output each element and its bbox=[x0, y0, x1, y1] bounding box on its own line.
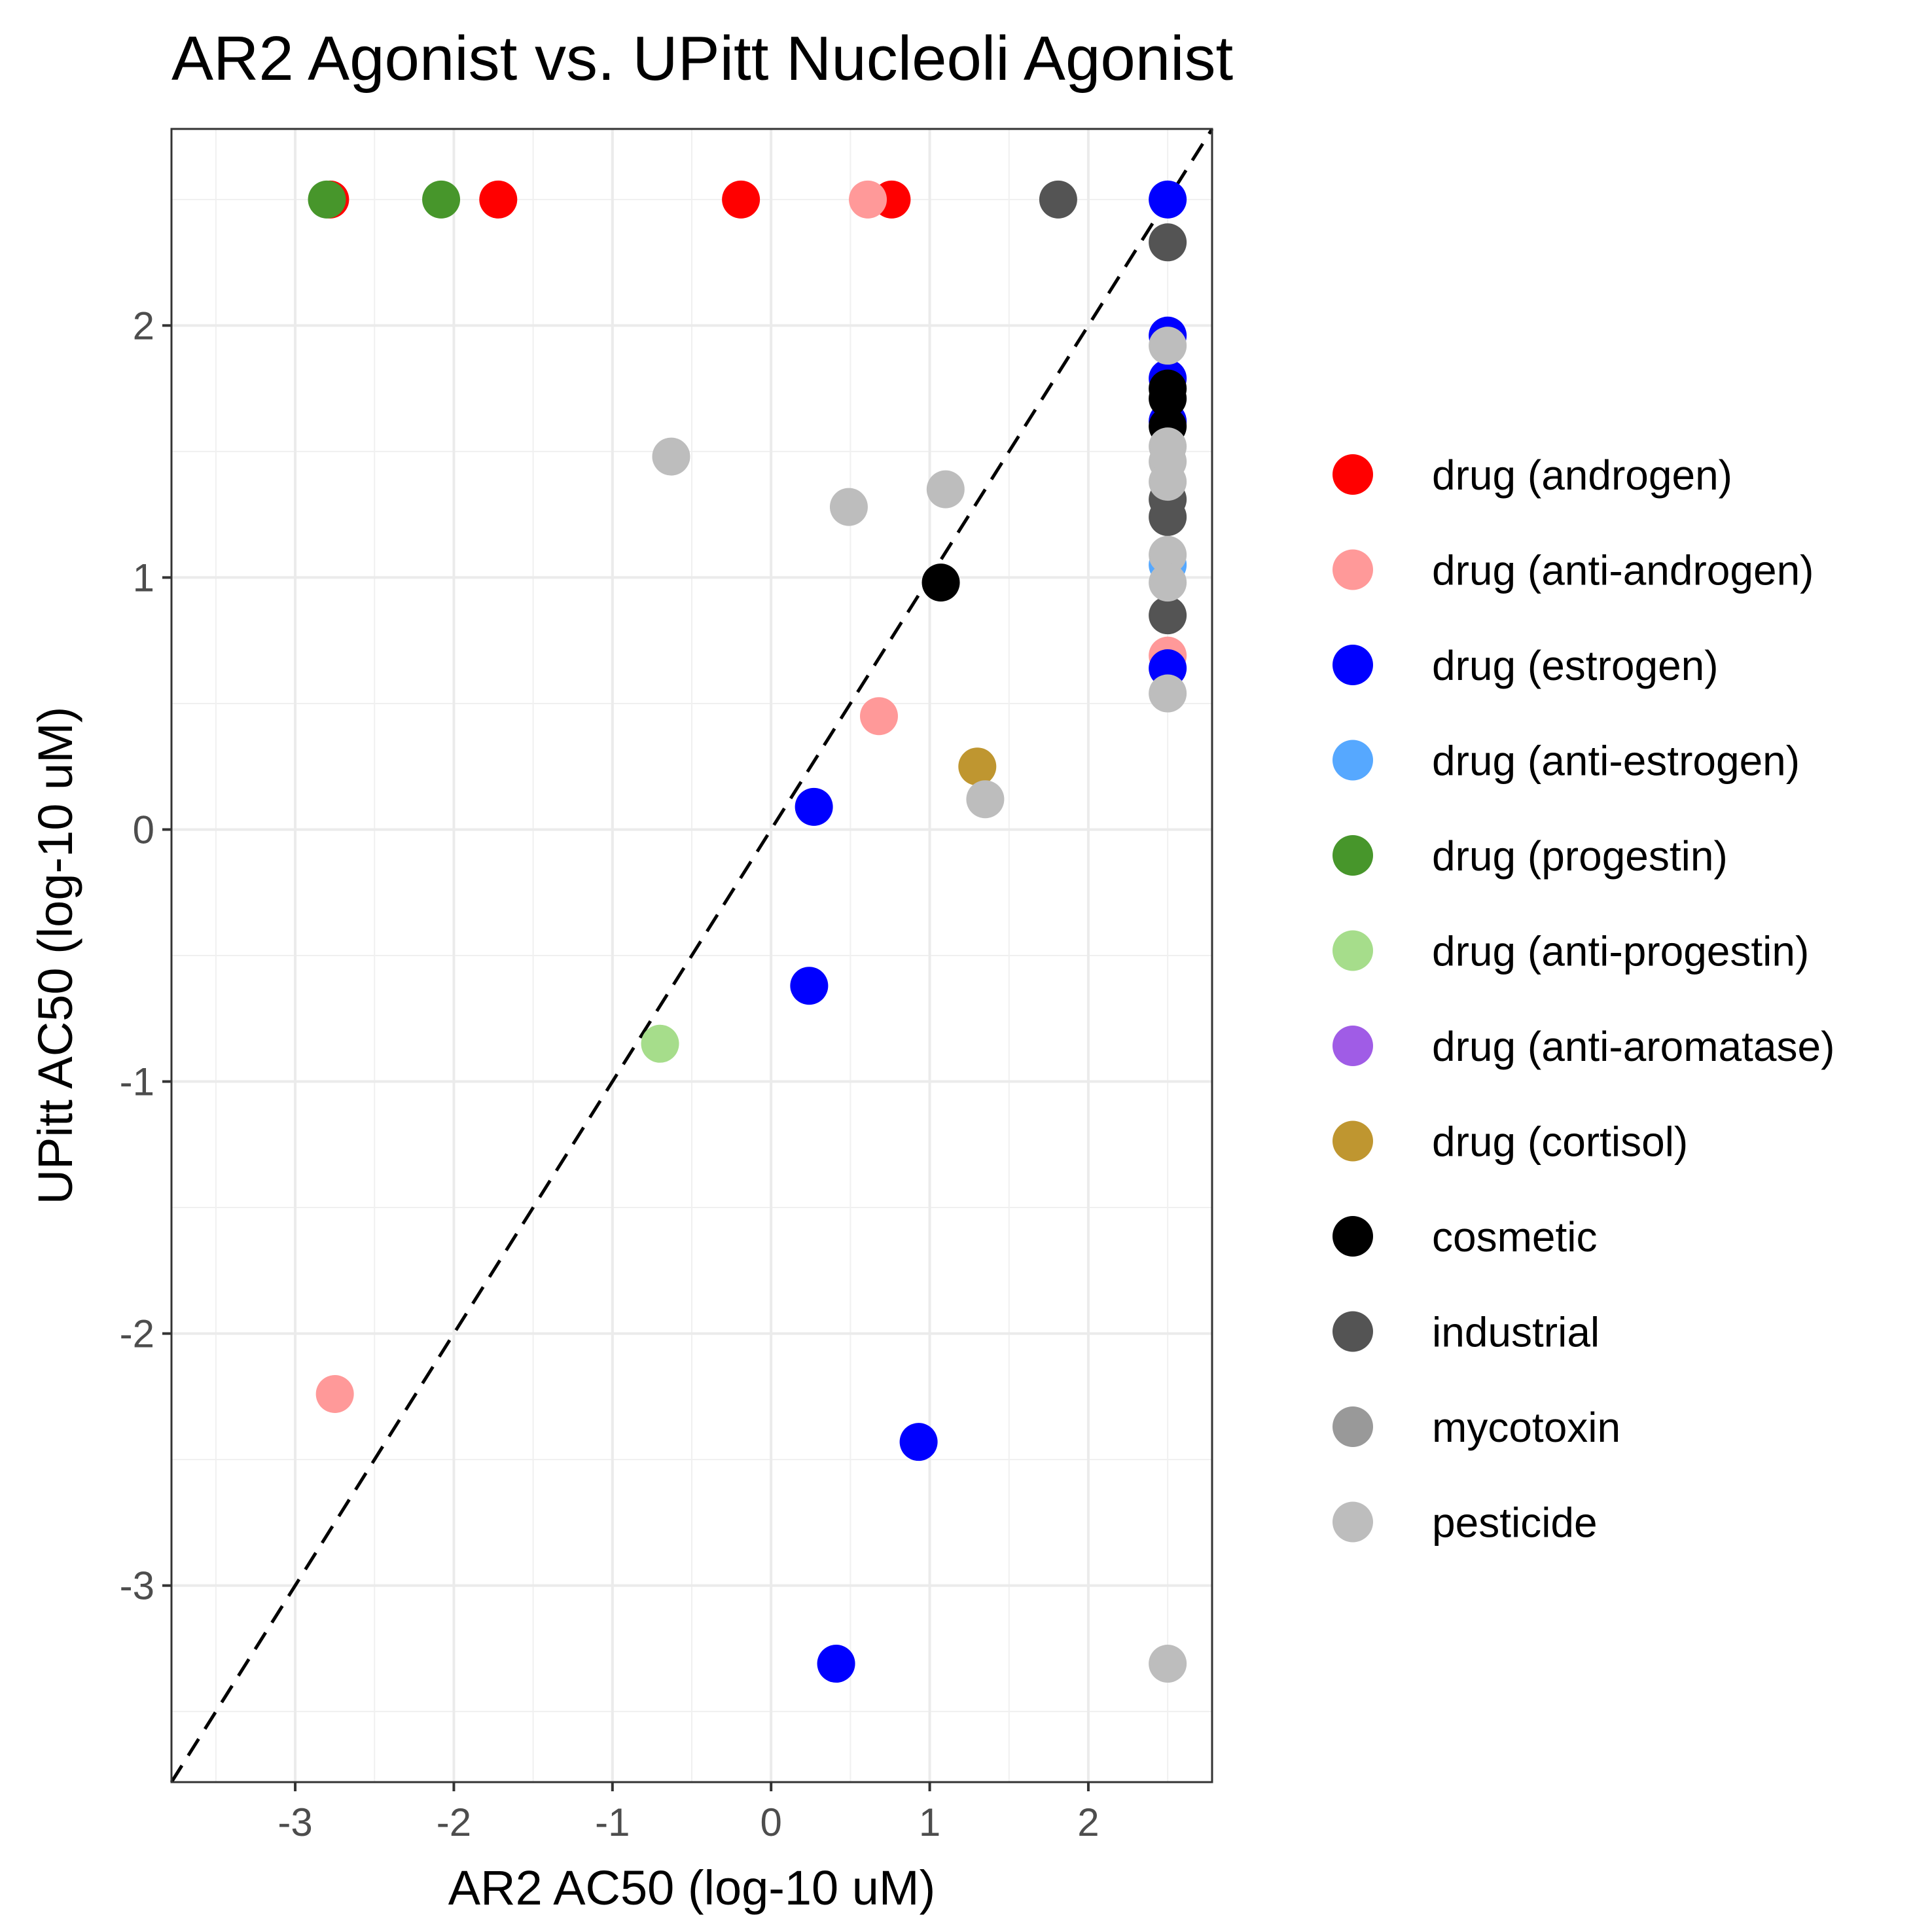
plot-panel-border bbox=[170, 128, 1213, 1783]
legend: drug (androgen) drug (anti-androgen) drug … bbox=[1333, 452, 1834, 1547]
legend-label-drug-anti-estrogen: drug (anti-estrogen) bbox=[1432, 738, 1800, 785]
identity-line-layer bbox=[170, 128, 1214, 1783]
data-point-drug-anti-androgen bbox=[860, 697, 899, 736]
x-tick-label: 2 bbox=[1077, 1800, 1099, 1844]
legend-key-drug-anti-androgen bbox=[1333, 549, 1373, 590]
data-point-drug-estrogen bbox=[790, 967, 829, 1005]
legend-label-cosmetic: cosmetic bbox=[1432, 1213, 1598, 1261]
legend-key-drug-anti-estrogen bbox=[1333, 740, 1373, 781]
data-point-drug-progestin bbox=[422, 180, 461, 219]
data-point-pesticide bbox=[829, 488, 868, 526]
data-point-industrial bbox=[1149, 596, 1187, 635]
data-point-industrial bbox=[1149, 497, 1187, 536]
legend-label-drug-cortisol: drug (cortisol) bbox=[1432, 1118, 1688, 1166]
y-tick-label: 0 bbox=[133, 808, 154, 851]
legend-key-mycotoxin bbox=[1333, 1406, 1373, 1447]
data-point-industrial bbox=[1149, 223, 1187, 262]
legend-label-pesticide: pesticide bbox=[1432, 1499, 1598, 1547]
data-point-industrial bbox=[1039, 180, 1077, 219]
data-point-pesticide bbox=[1149, 463, 1187, 501]
data-point-cosmetic bbox=[921, 564, 960, 602]
y-tick-label: -3 bbox=[120, 1564, 154, 1608]
data-point-cosmetic bbox=[1149, 380, 1187, 418]
data-point-pesticide bbox=[1149, 674, 1187, 713]
legend-key-pesticide bbox=[1333, 1501, 1373, 1543]
data-point-drug-anti-progestin bbox=[641, 1024, 679, 1063]
data-point-pesticide bbox=[1149, 535, 1187, 574]
legend-label-drug-anti-androgen: drug (anti-androgen) bbox=[1432, 547, 1814, 594]
x-tick-label: -3 bbox=[277, 1800, 312, 1844]
identity-reference-line bbox=[170, 128, 1214, 1783]
x-tick-label: -2 bbox=[437, 1800, 471, 1844]
x-tick-label: -1 bbox=[595, 1800, 630, 1844]
data-point-pesticide bbox=[1149, 1645, 1187, 1683]
y-axis-title: UPitt AC50 (log-10 uM) bbox=[28, 707, 82, 1205]
data-point-drug-estrogen bbox=[795, 787, 833, 826]
x-tick-label: 1 bbox=[919, 1800, 940, 1844]
legend-label-drug-anti-progestin: drug (anti-progestin) bbox=[1432, 928, 1809, 975]
legend-label-drug-androgen: drug (androgen) bbox=[1432, 452, 1732, 499]
data-point-pesticide bbox=[1149, 327, 1187, 365]
data-point-drug-progestin bbox=[308, 180, 346, 219]
y-tick-label: 2 bbox=[133, 304, 154, 348]
data-point-pesticide bbox=[1149, 564, 1187, 602]
data-points bbox=[308, 180, 1187, 1683]
legend-key-drug-anti-progestin bbox=[1333, 930, 1373, 971]
legend-key-drug-cortisol bbox=[1333, 1120, 1373, 1162]
legend-label-drug-anti-aromatase: drug (anti-aromatase) bbox=[1432, 1023, 1834, 1070]
legend-label-drug-estrogen: drug (estrogen) bbox=[1432, 642, 1719, 689]
legend-key-drug-anti-aromatase bbox=[1333, 1026, 1373, 1066]
x-tick-label: 0 bbox=[760, 1800, 782, 1844]
y-tick-label: -1 bbox=[120, 1060, 154, 1104]
legend-label-mycotoxin: mycotoxin bbox=[1432, 1404, 1620, 1451]
data-point-drug-estrogen bbox=[817, 1645, 855, 1683]
data-point-pesticide bbox=[652, 437, 690, 476]
data-point-pesticide bbox=[926, 470, 965, 509]
legend-key-industrial bbox=[1333, 1311, 1373, 1352]
data-point-drug-estrogen bbox=[1149, 180, 1187, 219]
legend-label-drug-progestin: drug (progestin) bbox=[1432, 832, 1728, 880]
y-tick-label: -2 bbox=[120, 1312, 154, 1356]
axis-ticks: -3 -2 -1 0 1 2 -3 -2 -1 0 1 2 bbox=[120, 304, 1100, 1844]
legend-key-drug-progestin bbox=[1333, 835, 1373, 876]
data-point-drug-anti-androgen bbox=[849, 180, 887, 219]
x-axis-title: AR2 AC50 (log-10 uM) bbox=[448, 1861, 935, 1915]
data-point-drug-cortisol bbox=[958, 747, 997, 786]
data-point-drug-androgen bbox=[479, 180, 518, 219]
legend-key-cosmetic bbox=[1333, 1216, 1373, 1257]
legend-label-industrial: industrial bbox=[1432, 1309, 1600, 1356]
data-point-drug-androgen bbox=[722, 180, 760, 219]
y-tick-label: 1 bbox=[133, 556, 154, 599]
legend-key-drug-androgen bbox=[1333, 454, 1373, 495]
chart-title: AR2 Agonist vs. UPitt Nucleoli Agonist bbox=[171, 24, 1233, 94]
data-point-pesticide bbox=[966, 780, 1005, 819]
data-point-drug-anti-androgen bbox=[315, 1375, 354, 1414]
legend-key-drug-estrogen bbox=[1333, 645, 1373, 685]
data-point-drug-estrogen bbox=[899, 1423, 938, 1461]
